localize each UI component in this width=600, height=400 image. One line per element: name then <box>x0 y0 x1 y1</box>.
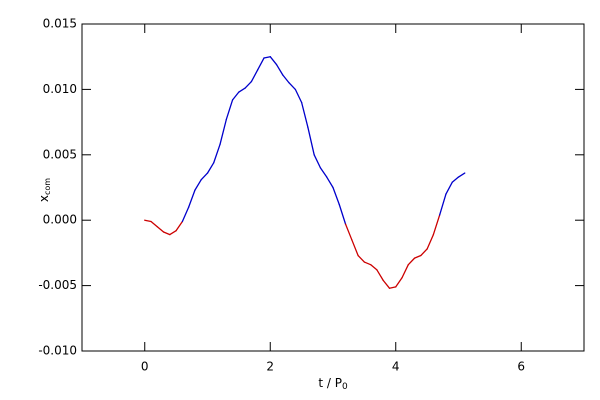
x-tick-label: 6 <box>517 360 525 374</box>
x-axis-label: t / P0 <box>318 376 348 392</box>
line-segment <box>313 154 322 169</box>
line-segment <box>181 206 190 223</box>
line-segment <box>457 172 466 178</box>
y-tick-label: 0.000 <box>43 213 77 227</box>
line-segment <box>269 56 278 66</box>
line-segment <box>282 74 290 84</box>
line-segment <box>351 239 359 257</box>
line-segment <box>275 63 284 76</box>
line-segment <box>357 254 366 263</box>
line-segment <box>413 254 422 259</box>
line-segment <box>225 99 234 121</box>
line-segment <box>407 257 416 266</box>
line-segment <box>263 56 271 59</box>
line-segment <box>257 57 265 71</box>
line-segment <box>188 189 196 208</box>
x-tick-label: 4 <box>392 360 400 374</box>
y-tick-label: 0.015 <box>43 17 77 31</box>
line-segment <box>376 269 384 282</box>
line-segment <box>388 286 397 289</box>
line-segment <box>200 172 209 181</box>
line-segment <box>169 230 177 236</box>
y-axis-label-main: x <box>37 195 51 202</box>
y-tick-label: 0.010 <box>43 82 77 96</box>
line-segment <box>332 186 340 206</box>
x-tick-label: 2 <box>266 360 274 374</box>
line-segment <box>219 118 227 145</box>
line-segment <box>194 179 202 191</box>
x-axis-label-sub: 0 <box>342 382 348 392</box>
y-tick-label: 0.005 <box>43 147 77 161</box>
line-segment <box>338 203 347 225</box>
line-segment <box>175 220 184 232</box>
line-segment <box>288 82 297 91</box>
y-tick-label: -0.010 <box>38 344 77 358</box>
line-segment <box>244 80 253 89</box>
line-segment <box>369 264 378 271</box>
x-axis-label-main: t / P <box>318 376 342 390</box>
line-segment <box>426 233 435 250</box>
plot-frame <box>81 23 585 352</box>
line-segment <box>162 231 171 236</box>
line-segment <box>445 181 453 195</box>
line-segment <box>439 193 447 216</box>
line-segment <box>382 279 391 289</box>
line-segment <box>432 214 441 236</box>
line-segment <box>401 264 409 279</box>
line-segment <box>420 248 428 257</box>
y-axis-label: xcom <box>37 178 52 202</box>
y-axis-label-sub: com <box>43 178 52 195</box>
line-segment <box>238 87 246 93</box>
line-segment <box>344 223 353 241</box>
line-segment <box>326 176 334 189</box>
line-segment <box>156 226 165 233</box>
line-segment <box>206 161 215 174</box>
line-segment <box>395 277 403 288</box>
y-tick-label: -0.005 <box>38 278 77 292</box>
x-tick-label: 0 <box>141 360 149 374</box>
line-segment <box>300 101 309 128</box>
line-segment <box>213 143 221 164</box>
line-segment <box>451 176 460 183</box>
line-segment <box>319 167 328 178</box>
line-segment <box>231 91 240 101</box>
line-segment <box>307 126 315 156</box>
line-segment <box>250 69 259 83</box>
line-segment <box>150 220 158 228</box>
line-segment <box>363 261 372 266</box>
line-segment <box>294 88 303 104</box>
line-segment <box>144 219 152 223</box>
